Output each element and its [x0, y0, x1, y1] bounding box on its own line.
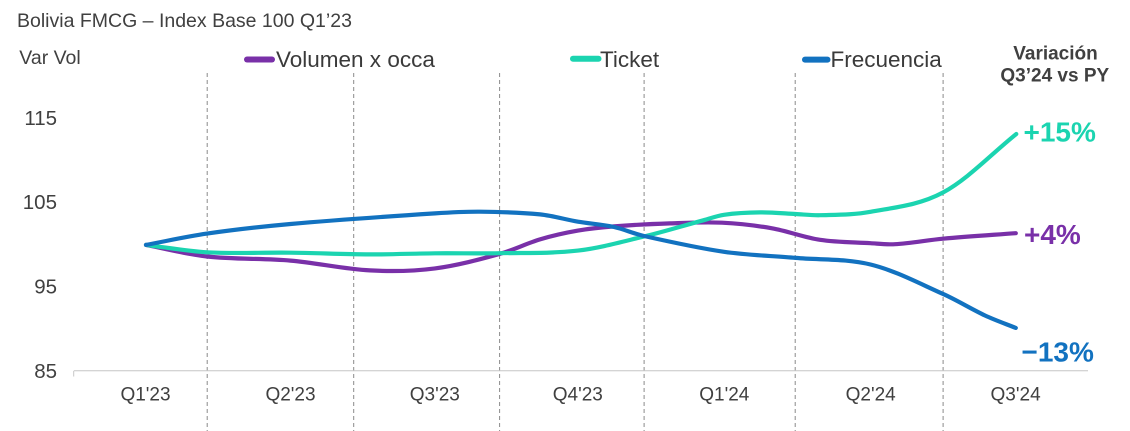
svg-text:85: 85 — [34, 360, 57, 383]
svg-text:Q3'23: Q3'23 — [410, 384, 460, 405]
svg-text:Frecuencia: Frecuencia — [831, 47, 943, 72]
svg-text:−13%: −13% — [1022, 337, 1094, 368]
svg-text:Q1'23: Q1'23 — [120, 384, 170, 405]
svg-text:Q1'24: Q1'24 — [699, 384, 750, 405]
svg-text:Q2'24: Q2'24 — [846, 384, 897, 405]
svg-text:95: 95 — [34, 276, 57, 299]
svg-text:Q4'23: Q4'23 — [553, 384, 603, 405]
svg-text:Bolivia FMCG – Index Base 100: Bolivia FMCG – Index Base 100 Q1’23 — [17, 10, 352, 32]
svg-text:+15%: +15% — [1024, 117, 1096, 148]
svg-text:Q3'24: Q3'24 — [991, 384, 1042, 405]
svg-text:Ticket: Ticket — [600, 47, 660, 72]
svg-text:Volumen x occa: Volumen x occa — [276, 47, 435, 72]
svg-text:Q3’24 vs PY: Q3’24 vs PY — [1000, 65, 1109, 86]
svg-text:Q2'23: Q2'23 — [265, 384, 315, 405]
svg-text:+4%: +4% — [1024, 219, 1081, 250]
svg-text:105: 105 — [23, 191, 57, 214]
svg-text:115: 115 — [24, 107, 57, 130]
svg-text:Variación: Variación — [1013, 43, 1098, 64]
svg-text:Var Vol: Var Vol — [19, 47, 80, 69]
